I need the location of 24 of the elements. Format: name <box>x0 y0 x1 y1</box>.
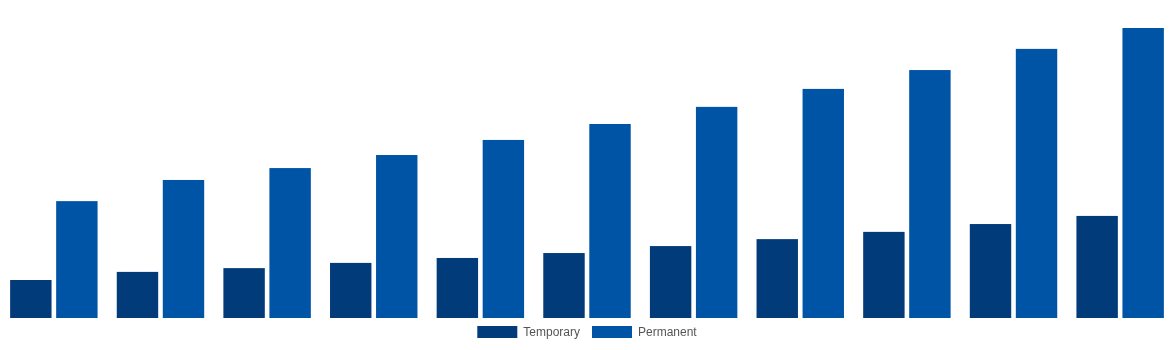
bar <box>802 88 844 318</box>
bar <box>56 201 98 318</box>
bar <box>969 224 1012 318</box>
bar <box>482 139 525 318</box>
bar <box>695 106 738 318</box>
bar <box>1015 48 1058 318</box>
bar <box>10 280 52 318</box>
bar <box>589 123 631 318</box>
bar <box>909 70 951 318</box>
bar <box>863 231 905 318</box>
bar <box>543 253 585 318</box>
legend-label: Temporary <box>523 325 580 339</box>
bar <box>436 257 479 318</box>
legend-label: Permanent <box>637 325 698 339</box>
bar <box>162 179 205 318</box>
bar <box>330 262 372 318</box>
bar <box>649 246 692 318</box>
bar <box>756 239 798 318</box>
bar <box>269 168 311 318</box>
bar <box>1076 215 1118 318</box>
bar <box>116 271 159 318</box>
bar <box>1122 28 1164 318</box>
bar <box>223 268 265 318</box>
bar <box>376 155 418 318</box>
